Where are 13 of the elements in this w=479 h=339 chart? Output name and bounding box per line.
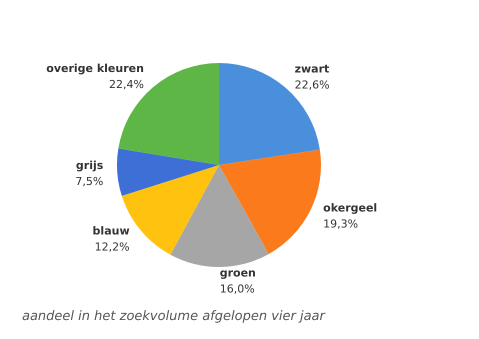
slice-label: groen bbox=[220, 266, 256, 280]
data-label: 7,5% bbox=[75, 174, 104, 188]
data-label: 12,2% bbox=[94, 240, 130, 254]
data-label: 19,3% bbox=[323, 218, 358, 231]
slice-label: blauw bbox=[92, 224, 130, 238]
data-label: 22,6% bbox=[294, 78, 330, 92]
data-label: 16,0% bbox=[220, 282, 255, 296]
slice-label: okergeel bbox=[323, 202, 378, 215]
slice-label: grijs bbox=[76, 158, 104, 172]
slice-label: zwart bbox=[294, 62, 330, 76]
slice-label: overige kleuren bbox=[46, 62, 144, 76]
text: aandeel in het zoekvolume afgelopen vier jaar bbox=[22, 309, 327, 324]
data-label: 22,4% bbox=[108, 78, 144, 92]
